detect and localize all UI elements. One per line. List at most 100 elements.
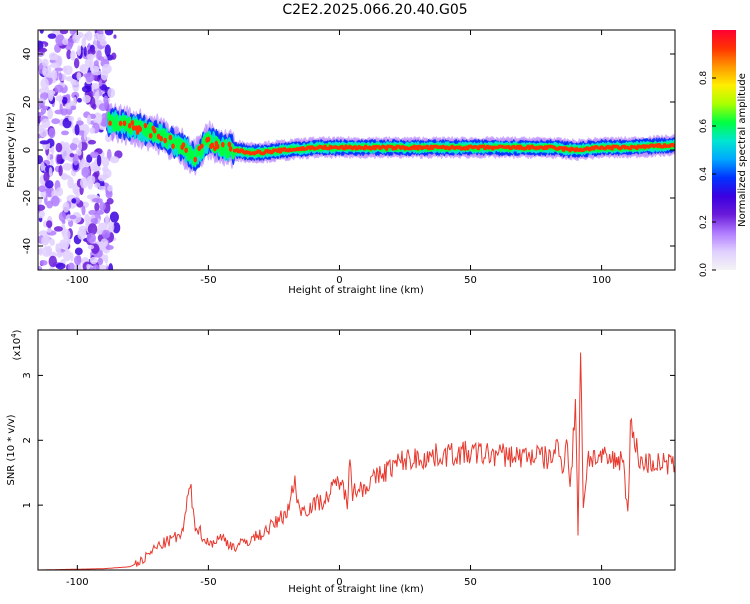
signal-mark (122, 120, 127, 127)
signal-mark (131, 125, 136, 131)
y-tick-label: 3 (22, 372, 33, 378)
noise-blob (87, 53, 95, 61)
noise-blob (111, 52, 117, 60)
noise-blob (87, 244, 95, 250)
chart-title: C2E2.2025.066.20.40.G05 (282, 2, 468, 18)
noise-blob (83, 46, 87, 57)
noise-blob (56, 250, 63, 258)
x-tick-label: 50 (464, 577, 477, 588)
noise-blob (76, 97, 82, 103)
noise-blob (105, 214, 110, 226)
noise-blob (47, 33, 57, 39)
noise-blob (73, 96, 77, 106)
noise-blob (86, 263, 91, 269)
colorbar-tick-label: 0.0 (699, 263, 709, 278)
noise-blob (112, 222, 121, 234)
signal-mark (278, 150, 283, 154)
x-tick-label: 0 (336, 275, 342, 286)
noise-blob (38, 247, 43, 256)
noise-blob (50, 158, 54, 168)
signal-mark (610, 147, 614, 151)
noise-blob (87, 139, 97, 145)
colorbar-gradient (712, 30, 736, 270)
noise-blob (69, 214, 77, 220)
noise-blob (91, 82, 99, 90)
noise-blob (108, 221, 115, 233)
noise-blob (62, 229, 71, 241)
colorbar: 0.0 0.2 0.4 0.6 0.8 Normalized spectral ampl… (699, 30, 748, 277)
spectrogram-y-label: Frequency (Hz) (6, 112, 17, 188)
noise-blob (76, 45, 82, 57)
noise-blob (109, 211, 120, 223)
noise-blob (108, 263, 114, 270)
signal-mark (171, 143, 175, 149)
snr-y-label: SNR (10 * v/v) (6, 414, 17, 485)
noise-blob (93, 60, 99, 68)
signal-mark (168, 134, 173, 141)
noise-blob (77, 228, 87, 240)
noise-blob (43, 171, 50, 182)
noise-blob (54, 67, 64, 72)
noise-blob (39, 127, 48, 138)
noise-blob (97, 257, 103, 266)
noise-blob (50, 195, 60, 207)
noise-blob (48, 127, 56, 139)
signal-mark (200, 143, 204, 149)
noise-blob (96, 198, 103, 204)
noise-blob (47, 64, 52, 77)
noise-blob (59, 103, 63, 113)
noise-blob (48, 266, 55, 270)
noise-blob (71, 212, 82, 224)
noise-blob (72, 79, 80, 92)
noise-blob (41, 58, 49, 67)
noise-blob (68, 115, 75, 122)
noise-blob (38, 88, 45, 94)
noise-blob (89, 127, 96, 134)
noise-blob (86, 114, 92, 126)
noise-blob (49, 238, 55, 246)
noise-blob (96, 154, 102, 167)
noise-blob (94, 202, 100, 212)
signal-mark (138, 126, 143, 132)
signal-mark (228, 146, 233, 152)
noise-blob (38, 155, 44, 165)
noise-blob (76, 149, 82, 156)
y-tick-label: -20 (22, 190, 33, 206)
noise-blob (40, 91, 48, 101)
signal-mark (384, 147, 389, 151)
signal-mark (181, 142, 186, 148)
noise-blob (95, 210, 104, 215)
noise-blob (98, 185, 106, 191)
noise-blob (40, 78, 49, 90)
noise-blob (101, 156, 110, 168)
signal-mark (215, 143, 220, 150)
colorbar-tick-label: 0.6 (699, 119, 709, 134)
noise-blob (72, 137, 79, 145)
noise-blob (61, 149, 71, 161)
noise-blob (105, 133, 112, 143)
colorbar-tick-label: 0.8 (699, 71, 709, 86)
noise-blob (76, 120, 84, 126)
noise-blob (41, 118, 51, 129)
noise-blob (98, 79, 103, 87)
noise-blob (104, 44, 111, 57)
noise-blob (59, 30, 69, 35)
noise-blob (83, 73, 91, 79)
noise-blob (47, 108, 54, 120)
signal-mark (206, 136, 211, 143)
noise-blob (79, 177, 88, 189)
signal-mark (148, 132, 153, 139)
noise-blob (69, 30, 77, 35)
noise-blob (45, 245, 53, 256)
noise-blob (38, 185, 46, 193)
colorbar-tick-label: 0.4 (699, 167, 709, 182)
signal-mark (223, 139, 228, 150)
noise-blob (74, 124, 80, 136)
noise-blob (113, 34, 117, 39)
x-tick-label: -50 (200, 577, 216, 588)
signal-mark (152, 128, 157, 134)
noise-blob (91, 69, 102, 76)
noise-blob (97, 264, 108, 270)
